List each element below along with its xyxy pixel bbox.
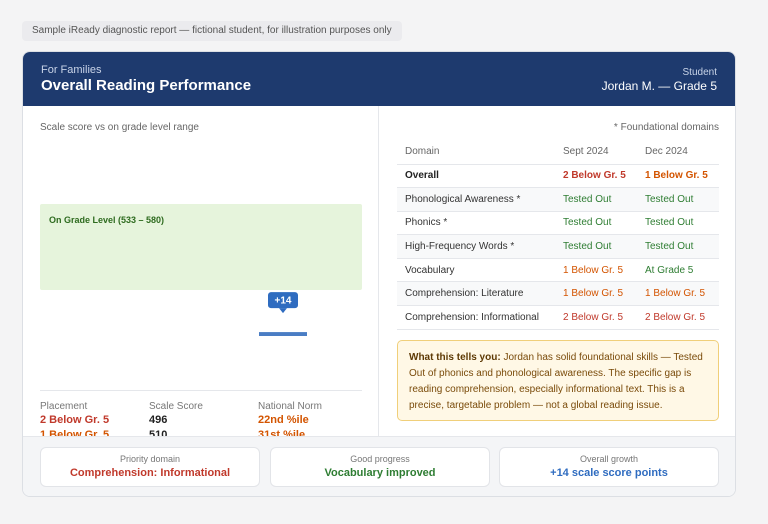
priority-domain-value: Comprehension: Informational bbox=[69, 467, 231, 479]
sept-level: 2 Below Gr. 5 bbox=[555, 164, 637, 189]
insight-body: Jordan has solid foundational skills — T… bbox=[409, 352, 703, 411]
sept-level: 1 Below Gr. 5 bbox=[555, 258, 637, 283]
placement-sept: 2 Below Gr. 5 bbox=[40, 414, 110, 426]
sept-level: 2 Below Gr. 5 bbox=[555, 305, 637, 330]
report-header: For Families Overall Reading Performance… bbox=[23, 52, 735, 106]
domain-name: Phonological Awareness * bbox=[397, 187, 555, 212]
good-progress-value: Vocabulary improved bbox=[324, 467, 436, 479]
col-domain: Domain bbox=[397, 140, 555, 165]
sept-level: 1 Below Gr. 5 bbox=[555, 281, 637, 307]
table-row: Phonological Awareness * Tested Out Tested… bbox=[397, 187, 719, 212]
dec-level: Tested Out bbox=[637, 234, 719, 259]
domain-name: High-Frequency Words * bbox=[397, 234, 555, 259]
sept-level: Tested Out bbox=[555, 234, 637, 259]
report-card: For Families Overall Reading Performance… bbox=[22, 51, 736, 497]
sept-level: Tested Out bbox=[555, 211, 637, 236]
national-norm-sept: 22nd %ile bbox=[258, 414, 309, 426]
on-grade-band bbox=[40, 204, 362, 290]
student-name: Jordan M. — Grade 5 bbox=[601, 79, 717, 93]
page-title: Overall Reading Performance bbox=[41, 77, 252, 94]
insight-callout: What this tells you: Jordan has solid fo… bbox=[397, 340, 719, 421]
score-bar bbox=[259, 332, 307, 336]
insight-lead: What this tells you: bbox=[409, 352, 501, 363]
domain-table: Domain Sept 2024 Dec 2024 Overall 2 Below… bbox=[397, 140, 719, 330]
table-row: Vocabulary 1 Below Gr. 5 At Grade 5 bbox=[397, 258, 719, 283]
overall-growth-label: Overall growth bbox=[579, 454, 639, 464]
student-label: Student bbox=[682, 67, 717, 78]
priority-domain-label: Priority domain bbox=[119, 454, 181, 464]
dec-level: 1 Below Gr. 5 bbox=[637, 164, 719, 189]
col-sept: Sept 2024 bbox=[555, 140, 637, 165]
sample-caption: Sample iReady diagnostic report — fictio… bbox=[22, 21, 402, 41]
overall-growth-card: Overall growth +14 scale score points bbox=[499, 447, 719, 487]
chart-subtitle: Scale score vs on grade level range bbox=[40, 122, 199, 133]
domain-name: Vocabulary bbox=[397, 258, 555, 283]
dec-level: Tested Out bbox=[637, 211, 719, 236]
domain-name: Phonics * bbox=[397, 211, 555, 236]
dec-level: Tested Out bbox=[637, 187, 719, 212]
domain-name: Comprehension: Literature bbox=[397, 281, 555, 307]
summary-footer: Priority domain Comprehension: Informati… bbox=[23, 436, 735, 496]
national-norm-stat: National Norm 22nd %ile 31st %ile bbox=[258, 401, 322, 441]
dec-level: 1 Below Gr. 5 bbox=[637, 281, 719, 307]
scale-score-label: Scale Score bbox=[149, 401, 203, 412]
dec-level: At Grade 5 bbox=[637, 258, 719, 283]
scale-score-sept: 496 bbox=[149, 414, 168, 426]
chart-panel: On Grade Level (533 – 580)Test(09/12/24)… bbox=[23, 106, 379, 441]
change-badge bbox=[268, 292, 298, 309]
priority-domain-card: Priority domain Comprehension: Informati… bbox=[40, 447, 260, 487]
table-row: Phonics * Tested Out Tested Out bbox=[397, 211, 719, 236]
overall-growth-value: +14 scale score points bbox=[550, 467, 668, 479]
chart-svg: On Grade Level (533 – 580)Test(09/12/24)… bbox=[40, 204, 362, 336]
table-row: Comprehension: Informational 2 Below Gr. … bbox=[397, 305, 719, 330]
stats-summary: Placement 2 Below Gr. 5 1 Below Gr. 5 Sc… bbox=[40, 390, 362, 441]
header-eyebrow: For Families bbox=[41, 64, 102, 76]
table-header-row: Domain Sept 2024 Dec 2024 bbox=[397, 140, 719, 165]
national-norm-label: National Norm bbox=[258, 401, 322, 412]
domain-name: Comprehension: Informational bbox=[397, 305, 555, 330]
domain-name: Overall bbox=[397, 164, 555, 189]
placement-stat: Placement 2 Below Gr. 5 1 Below Gr. 5 bbox=[40, 401, 109, 441]
sept-level: Tested Out bbox=[555, 187, 637, 212]
band-label: On Grade Level (533 – 580) bbox=[49, 215, 164, 225]
badge-pointer bbox=[279, 308, 287, 314]
domain-panel: * Foundational domains Domain Sept 2024 … bbox=[380, 106, 735, 436]
scale-score-stat: Scale Score 496 510 bbox=[149, 401, 203, 441]
change-badge-text: +14 bbox=[275, 296, 292, 307]
good-progress-label: Good progress bbox=[350, 454, 410, 464]
col-dec: Dec 2024 bbox=[637, 140, 719, 165]
scale-score-chart: On Grade Level (533 – 580)Test(09/12/24)… bbox=[23, 106, 379, 336]
dec-level: 2 Below Gr. 5 bbox=[637, 305, 719, 330]
good-progress-card: Good progress Vocabulary improved bbox=[270, 447, 490, 487]
table-row: High-Frequency Words * Tested Out Tested O… bbox=[397, 234, 719, 259]
placement-label: Placement bbox=[40, 401, 88, 412]
foundational-note: * Foundational domains bbox=[613, 122, 719, 133]
